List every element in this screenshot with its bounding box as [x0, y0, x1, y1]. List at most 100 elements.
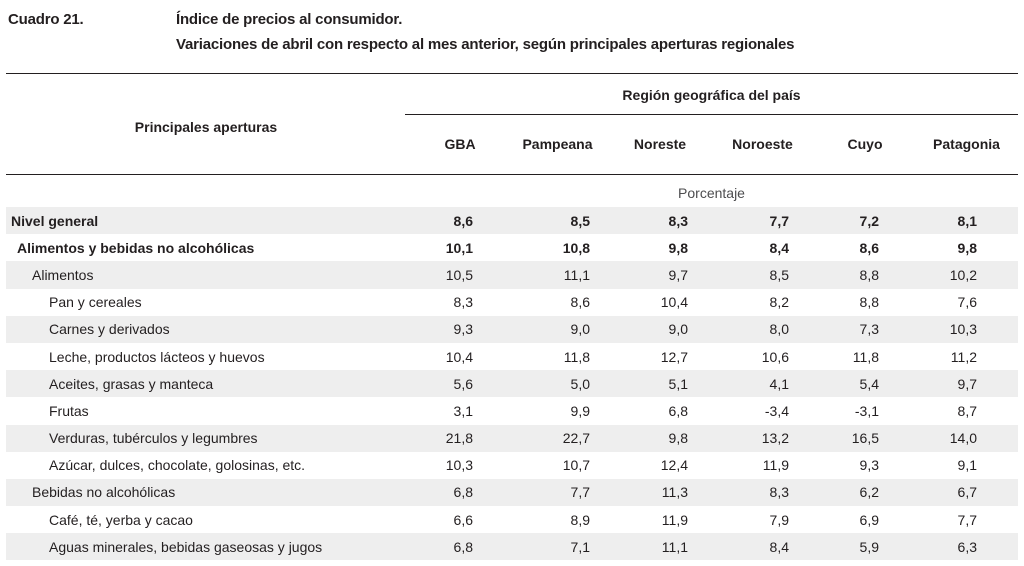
table-row: Café, té, yerba y cacao 6,6 8,9 11,9 7,9 6,9 7…: [6, 506, 1018, 533]
cell-value: 8,2: [769, 294, 789, 311]
cell-value: 9,8: [957, 239, 977, 256]
cell-value: 6,6: [453, 511, 473, 528]
cell-value: 16,5: [851, 430, 879, 447]
table-row: Nivel general 8,6 8,5 8,3 7,7 7,2 8,1: [6, 207, 1018, 235]
cell-value: 3,1: [453, 402, 473, 419]
cell-value: 10,8: [562, 239, 590, 256]
cell-value: 11,8: [852, 348, 879, 365]
table-row: Aguas minerales, bebidas gaseosas y jugo…: [6, 533, 1018, 561]
cell-value: 6,9: [859, 511, 879, 528]
cell-value: 9,3: [453, 321, 473, 338]
row-label: Frutas: [49, 402, 89, 419]
table-row: Leche, productos lácteos y huevos 10,4 11,…: [6, 343, 1018, 370]
table-row: Verduras, tubérculos y legumbres 21,8 22,7…: [6, 424, 1018, 452]
cell-value: 8,6: [859, 239, 879, 256]
row-label: Pan y cereales: [49, 294, 142, 311]
cell-value: 7,7: [957, 511, 977, 528]
table-row: Aceites, grasas y manteca 5,6 5,0 5,1 4,1 5,4…: [6, 370, 1018, 398]
col-header-noreste: Noreste: [633, 136, 687, 152]
cell-value: 8,7: [957, 402, 977, 419]
cell-value: 7,7: [570, 484, 590, 501]
table-row: Alimentos y bebidas no alcohólicas 10,1 10…: [6, 234, 1018, 261]
cell-value: 9,8: [668, 239, 688, 256]
cell-value: 11,1: [563, 266, 590, 283]
cell-value: 10,7: [562, 457, 590, 474]
cell-value: 6,2: [859, 484, 879, 501]
row-label: Bebidas no alcohólicas: [32, 484, 176, 501]
cell-value: -3,4: [764, 402, 789, 419]
table-subtitle: Variaciones de abril con respecto al mes…: [176, 36, 795, 53]
group-header-rule: [405, 114, 1018, 115]
cell-value: 8,6: [570, 294, 590, 311]
row-label: Verduras, tubérculos y legumbres: [49, 430, 258, 447]
cell-value: 6,7: [957, 484, 977, 501]
cell-value: 14,0: [949, 430, 977, 447]
cell-value: -3,1: [854, 402, 879, 419]
cell-value: 13,2: [761, 430, 789, 447]
table-row: Frutas 3,1 9,9 6,8 -3,4 -3,1 8,7: [6, 397, 1018, 424]
cell-value: 8,5: [769, 266, 789, 283]
unit-label: Porcentaje: [678, 185, 745, 201]
cell-value: 11,9: [762, 457, 789, 474]
cell-value: 5,9: [859, 538, 879, 555]
row-label: Alimentos y bebidas no alcohólicas: [17, 239, 255, 256]
cell-value: 4,1: [769, 375, 789, 392]
row-label: Carnes y derivados: [49, 321, 170, 338]
cell-value: 7,1: [570, 538, 590, 555]
cell-value: 9,8: [668, 430, 688, 447]
cell-value: 11,1: [661, 538, 688, 555]
cell-value: 10,1: [445, 239, 473, 256]
group-header: Región geográfica del país: [622, 87, 801, 103]
cell-value: 7,9: [769, 511, 789, 528]
cell-value: 7,6: [957, 294, 977, 311]
cell-value: 11,8: [563, 348, 590, 365]
table-caption: Cuadro 21. Índice de precios al consumid…: [8, 7, 1018, 57]
row-label: Aguas minerales, bebidas gaseosas y jugo…: [49, 538, 323, 555]
row-label: Nivel general: [11, 212, 99, 229]
table-row: Azúcar, dulces, chocolate, golosinas, et…: [6, 452, 1018, 479]
row-label: Café, té, yerba y cacao: [49, 511, 193, 528]
cell-value: 8,9: [570, 511, 590, 528]
table-number: Cuadro 21.: [8, 11, 84, 28]
cell-value: 11,3: [661, 484, 688, 501]
cell-value: 8,3: [769, 484, 789, 501]
cell-value: 7,7: [769, 212, 789, 229]
cell-value: 6,3: [957, 538, 977, 555]
col-header-cuyo: Cuyo: [847, 136, 883, 152]
cell-value: 9,3: [859, 457, 879, 474]
table-row: Alimentos 10,5 11,1 9,7 8,5 8,8 10,2: [6, 261, 1018, 289]
cell-value: 6,8: [668, 402, 688, 419]
cell-value: 10,3: [445, 457, 473, 474]
cell-value: 10,4: [660, 294, 688, 311]
cell-value: 10,3: [949, 321, 977, 338]
cell-value: 5,1: [668, 375, 688, 392]
cell-value: 21,8: [445, 430, 473, 447]
row-label: Aceites, grasas y manteca: [49, 375, 214, 392]
cell-value: 10,4: [445, 348, 473, 365]
row-label: Leche, productos lácteos y huevos: [49, 348, 265, 365]
cell-value: 5,0: [570, 375, 590, 392]
col-header-noroeste: Noroeste: [732, 136, 793, 152]
cell-value: 11,2: [950, 348, 977, 365]
cell-value: 9,0: [668, 321, 688, 338]
cell-value: 8,4: [769, 239, 789, 256]
cell-value: 8,0: [769, 321, 789, 338]
cell-value: 22,7: [562, 430, 590, 447]
cell-value: 9,7: [957, 375, 977, 392]
cell-value: 8,4: [769, 538, 789, 555]
col-header-pampeana: Pampeana: [522, 136, 593, 152]
cell-value: 8,8: [859, 294, 879, 311]
header-bottom-rule: [6, 174, 1018, 175]
col-header-gba: GBA: [444, 136, 476, 152]
cell-value: 9,9: [570, 402, 590, 419]
cell-value: 8,8: [859, 266, 879, 283]
cell-value: 7,2: [859, 212, 879, 229]
row-label: Azúcar, dulces, chocolate, golosinas, et…: [49, 457, 306, 474]
cell-value: 12,4: [660, 457, 688, 474]
table-title: Índice de precios al consumidor.: [176, 11, 403, 28]
row-label: Alimentos: [32, 266, 94, 283]
cell-value: 9,0: [570, 321, 590, 338]
cell-value: 9,1: [957, 457, 977, 474]
stub-header: Principales aperturas: [134, 119, 278, 135]
cell-value: 8,5: [570, 212, 590, 229]
